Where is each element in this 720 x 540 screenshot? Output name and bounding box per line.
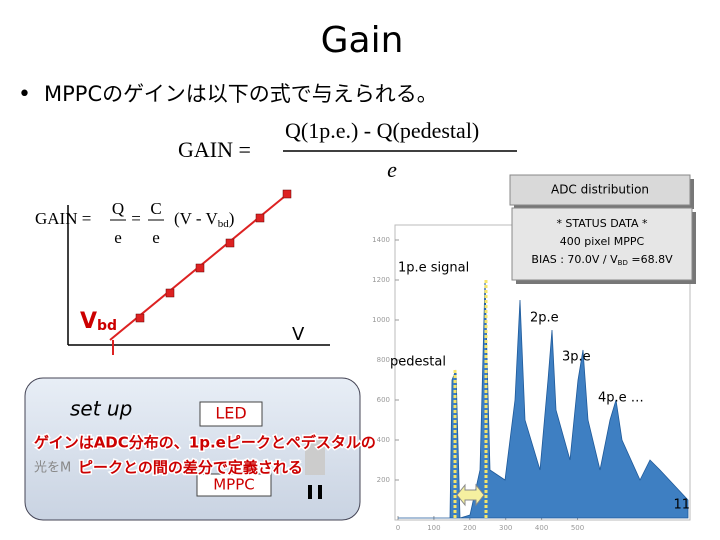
bullet-dot: •	[18, 82, 31, 107]
label-1pe: 1p.e signal	[398, 261, 469, 276]
x-tick-label: 300	[499, 524, 512, 532]
pin1	[308, 485, 312, 499]
v-label: V	[292, 324, 305, 345]
formula-lhs: GAIN =	[178, 137, 251, 162]
status-3a: BIAS : 70.0V / V	[531, 253, 618, 266]
formula-denominator: e	[387, 157, 397, 182]
f2-close: )	[229, 209, 235, 228]
f2-rhs: (V - Vbd)	[174, 209, 234, 230]
status-box	[511, 207, 693, 281]
x-tick-label: 400	[535, 524, 548, 532]
f2-e2: e	[152, 228, 160, 247]
page-number: 11	[673, 498, 690, 513]
double-arrow	[456, 483, 485, 507]
label-4pe: 4p.e …	[598, 391, 644, 406]
x-tick-label: 0	[396, 524, 400, 532]
label-3pe: 3p.e	[562, 350, 591, 365]
f2-q: Q	[112, 199, 124, 218]
y-tick-label: 200	[377, 476, 390, 484]
x-tick-label: 500	[571, 524, 584, 532]
vbd-main: V	[80, 309, 97, 334]
label-2pe: 2p.e	[530, 311, 559, 326]
led-box	[199, 401, 263, 427]
setup-title: set up	[70, 397, 132, 421]
gain-points	[135, 189, 292, 323]
setup-box	[24, 377, 361, 521]
y-tick-label: 1400	[372, 236, 390, 244]
formula-numerator: Q(1p.e.) - Q(pedestal)	[285, 118, 479, 143]
mppc-box	[196, 473, 272, 497]
y-tick-label: 1200	[372, 276, 390, 284]
note-2: ピークとの間の差分で定義される	[78, 459, 303, 477]
histogram	[398, 279, 689, 519]
y-tick-label: 800	[377, 356, 390, 364]
x-tick-label: 100	[427, 524, 440, 532]
title: Gain	[321, 20, 404, 61]
adc-label: ADC distribution	[551, 183, 649, 197]
formula2: GAIN =	[35, 209, 91, 228]
y-tick-label: 600	[377, 396, 390, 404]
f2-eq: =	[131, 209, 141, 228]
hidden-text: 光をM	[34, 461, 71, 476]
status-sub: BD	[618, 259, 628, 267]
y-tick-label: 400	[377, 436, 390, 444]
f2-lhs: GAIN =	[35, 209, 91, 228]
x-tick-label: 200	[463, 524, 476, 532]
f2-e1: e	[114, 228, 122, 247]
mppc-label: MPPC	[213, 476, 255, 494]
status-2: 400 pixel MPPC	[560, 235, 645, 248]
device	[305, 440, 325, 475]
status-1: * STATUS DATA *	[556, 217, 648, 230]
adc-box	[509, 174, 691, 206]
y-tick-label: 1000	[372, 316, 390, 324]
note-1: ゲインはADC分布の、1p.eピークとペデスタルの	[34, 434, 376, 452]
pin2	[318, 485, 322, 499]
f2-rhs-a: (V - V	[174, 209, 218, 228]
f2-c: C	[150, 199, 161, 218]
vbd-sub: bd	[97, 318, 117, 334]
led-label: LED	[215, 404, 246, 423]
bullet: MPPCのゲインは以下の式で与えられる。	[44, 82, 438, 106]
status-3: BIAS : 70.0V / VBD =68.8V	[531, 253, 673, 267]
label-pedestal: pedestal	[390, 355, 446, 370]
status-3b: =68.8V	[628, 253, 673, 266]
f2-sub: bd	[218, 218, 230, 230]
vbd-label: Vbd	[80, 309, 117, 334]
